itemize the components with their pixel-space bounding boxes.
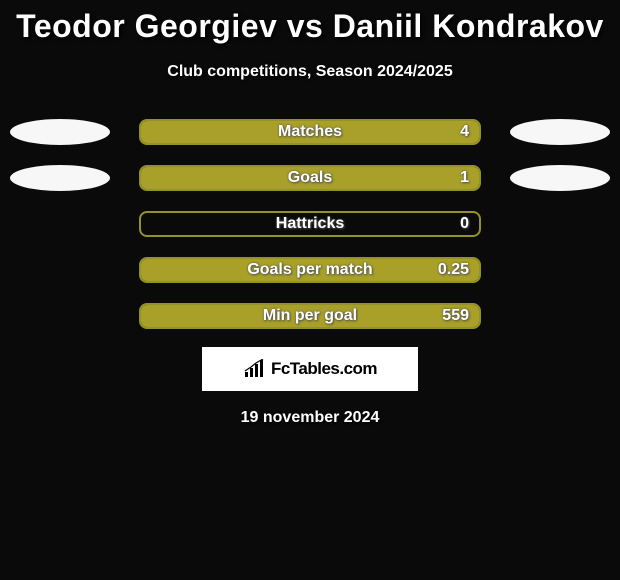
date-text: 19 november 2024	[241, 409, 380, 427]
page-title: Teodor Georgiev vs Daniil Kondrakov	[16, 8, 604, 45]
stat-label: Goals per match	[247, 261, 372, 279]
chart-icon	[243, 359, 267, 379]
player-right-marker	[510, 119, 610, 145]
brand-fc: Fc	[271, 359, 290, 378]
stat-row: Min per goal 559	[0, 303, 620, 329]
brand-text: FcTables.com	[271, 359, 377, 379]
subtitle: Club competitions, Season 2024/2025	[167, 63, 452, 81]
stat-row: Matches 4	[0, 119, 620, 145]
stat-label: Matches	[278, 123, 342, 141]
brand-tables: Tables	[290, 359, 340, 378]
brand-dotcom: .com	[339, 359, 377, 378]
stat-label: Goals	[288, 169, 332, 187]
player-right-marker	[510, 165, 610, 191]
stat-bar: Matches 4	[139, 119, 481, 145]
stat-row: Goals 1	[0, 165, 620, 191]
brand-badge: FcTables.com	[202, 347, 418, 391]
stat-right-value: 4	[460, 123, 469, 141]
stat-label: Hattricks	[276, 215, 344, 233]
player-left-marker	[10, 119, 110, 145]
stat-label: Min per goal	[263, 307, 357, 325]
stat-row: Hattricks 0	[0, 211, 620, 237]
infographic-root: Teodor Georgiev vs Daniil Kondrakov Club…	[0, 0, 620, 427]
stats-area: Matches 4 Goals 1 Hattricks 0 Goals per match 0…	[0, 119, 620, 329]
player-left-marker	[10, 165, 110, 191]
stat-bar: Hattricks 0	[139, 211, 481, 237]
stat-bar: Goals 1	[139, 165, 481, 191]
stat-bar: Goals per match 0.25	[139, 257, 481, 283]
stat-right-value: 0.25	[438, 261, 469, 279]
stat-right-value: 0	[460, 215, 469, 233]
stat-right-value: 1	[460, 169, 469, 187]
stat-right-value: 559	[442, 307, 469, 325]
stat-bar: Min per goal 559	[139, 303, 481, 329]
stat-row: Goals per match 0.25	[0, 257, 620, 283]
